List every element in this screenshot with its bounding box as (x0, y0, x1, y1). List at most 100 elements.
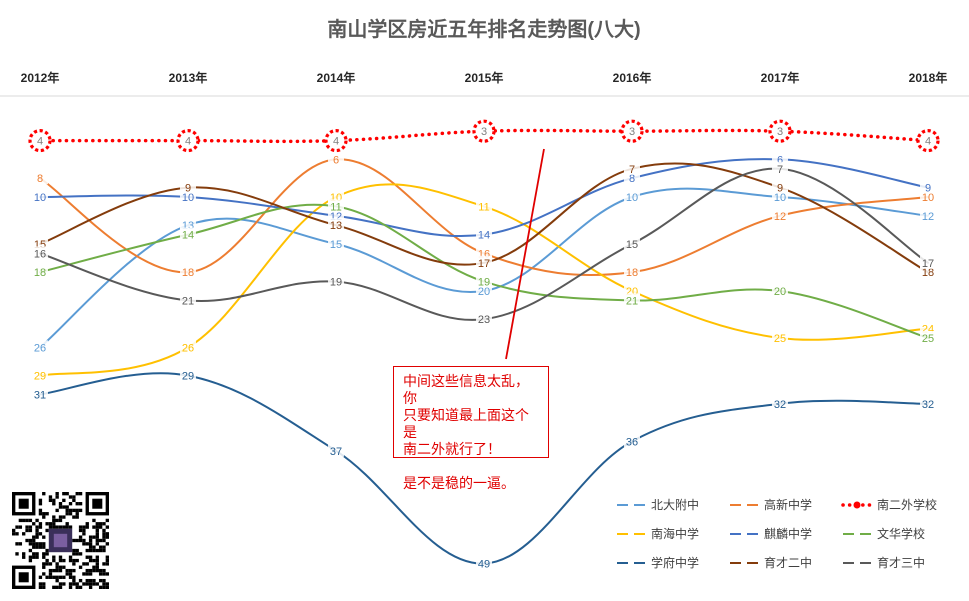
label-background (772, 284, 788, 297)
data-label: 31 (34, 389, 46, 401)
label-background (920, 180, 936, 194)
legend-label: 北大附中 (651, 497, 699, 512)
label-background (624, 161, 640, 175)
label-background (476, 274, 492, 288)
label-background (328, 274, 344, 288)
legend-label: 文华学校 (877, 526, 925, 541)
callout-line-1: 中间这些信息太乱，你 (403, 373, 529, 406)
data-label: 10 (626, 192, 638, 204)
callout-line-2: 只要知道最上面这个是 (403, 407, 529, 440)
data-label: 8 (629, 173, 635, 185)
data-label: 32 (774, 399, 786, 411)
label-background (772, 396, 788, 410)
data-label: 12 (774, 211, 786, 223)
label-background (328, 152, 344, 166)
data-label: 4 (925, 136, 931, 148)
label-background (32, 387, 48, 401)
data-label: 18 (922, 267, 934, 279)
label-background (180, 180, 196, 194)
legend-label: 高新中学 (764, 497, 812, 512)
data-label: 20 (478, 286, 490, 298)
data-label: 14 (478, 230, 490, 242)
data-label: 15 (330, 239, 342, 251)
callout-line-5: 是不是稳的一逼。 (403, 475, 515, 491)
label-background (772, 161, 788, 175)
data-label: 18 (182, 267, 194, 279)
data-label: 26 (182, 342, 194, 354)
data-label: 49 (478, 559, 490, 571)
year-label: 2016年 (613, 70, 652, 85)
year-axis-labels: 2012年 2013年 2014年 2015年 2016年 2017年 2018年 (21, 70, 948, 85)
label-background (32, 246, 48, 260)
legend-label: 学府中学 (651, 555, 699, 570)
data-label: 37 (330, 446, 342, 458)
data-label: 11 (330, 201, 341, 213)
label-background (476, 255, 492, 269)
year-label: 2013年 (169, 70, 208, 85)
label-background (32, 190, 48, 203)
data-label: 29 (34, 371, 46, 383)
data-label: 32 (922, 399, 934, 411)
data-label: 8 (37, 173, 43, 185)
data-label: 25 (774, 333, 786, 345)
data-label: 9 (777, 183, 783, 195)
data-label: 4 (333, 136, 339, 148)
label-background (476, 556, 492, 570)
data-label: 7 (777, 164, 783, 176)
label-background (772, 331, 788, 344)
legend-swatch-marker (853, 501, 861, 509)
label-background (180, 293, 196, 307)
data-label: 25 (922, 333, 934, 345)
data-point-marker (28, 129, 52, 153)
data-label: 4 (37, 136, 43, 148)
label-background (772, 208, 788, 222)
data-label: 19 (478, 277, 490, 289)
label-background (32, 340, 48, 354)
data-label: 4 (185, 136, 191, 148)
label-background (32, 368, 48, 382)
data-point-marker (324, 129, 348, 153)
data-label: 18 (34, 267, 46, 279)
label-background (772, 180, 788, 194)
data-label: 9 (925, 183, 931, 195)
label-background (180, 265, 196, 279)
legend-label: 育才三中 (877, 555, 925, 570)
year-label: 2014年 (317, 70, 356, 85)
label-background (624, 237, 640, 250)
label-background (920, 208, 936, 222)
label-background (624, 190, 640, 203)
label-background (180, 368, 196, 382)
label-background (920, 331, 936, 344)
data-label: 18 (626, 267, 638, 279)
label-background (180, 340, 196, 354)
data-label: 16 (34, 248, 46, 260)
data-label: 9 (185, 183, 191, 195)
label-background (476, 199, 492, 213)
label-background (920, 396, 936, 410)
data-label: 7 (629, 164, 635, 176)
label-background (328, 218, 344, 232)
data-point-marker (472, 119, 496, 143)
label-background (476, 227, 492, 241)
legend-label: 育才二中 (764, 555, 812, 570)
callout-line-3: 南二外就行了！ (403, 441, 501, 457)
year-label: 2018年 (909, 70, 948, 85)
data-label: 6 (333, 154, 339, 166)
data-labels: 26 13 15 20 10 10 12 8 18 6 16 18 12 10 4 4 4 3 3 3 4 29 26 10 1… (28, 119, 940, 571)
data-label: 10 (774, 192, 786, 204)
year-label: 2012年 (21, 70, 60, 85)
label-background (32, 171, 48, 185)
label-background (920, 255, 936, 269)
data-label: 21 (182, 295, 194, 307)
data-label: 10 (182, 192, 194, 204)
label-background (328, 199, 344, 213)
legend-label: 南二外学校 (877, 497, 937, 512)
data-point-marker (620, 119, 644, 143)
data-label: 12 (922, 211, 934, 223)
label-background (624, 434, 640, 448)
annotation-callout: 中间这些信息太乱，你 只要知道最上面这个是 南二外就行了！ 是不是稳的一逼。 (393, 366, 549, 491)
year-label: 2017年 (761, 70, 800, 85)
